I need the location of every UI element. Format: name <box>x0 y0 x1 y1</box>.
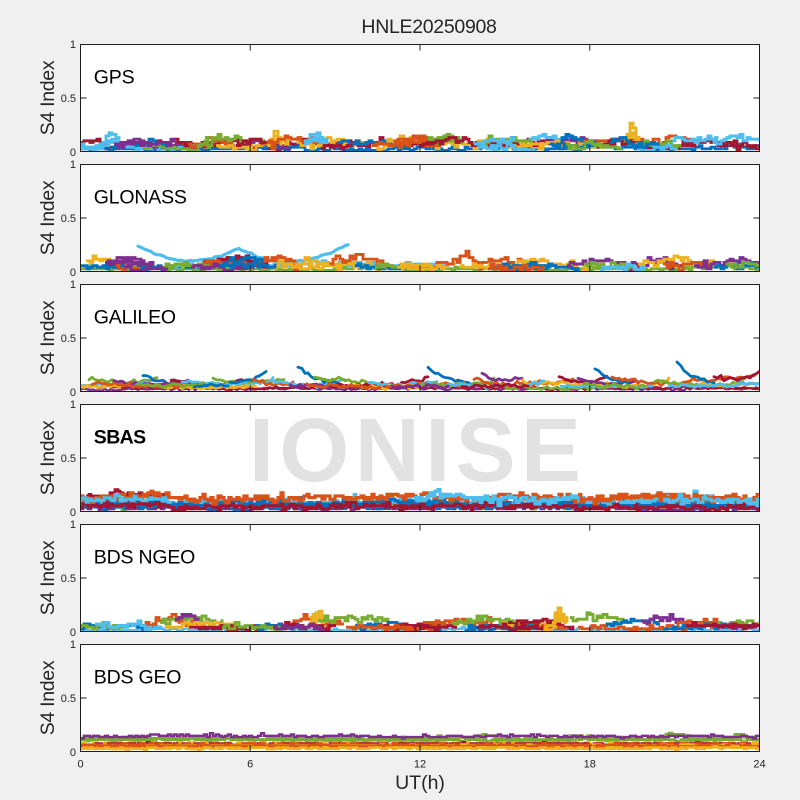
svg-text:HNLE20250908: HNLE20250908 <box>361 16 496 38</box>
svg-text:0: 0 <box>77 759 83 771</box>
svg-text:0.5: 0.5 <box>61 693 76 705</box>
svg-text:0.5: 0.5 <box>61 573 76 585</box>
svg-text:18: 18 <box>584 759 596 771</box>
svg-text:0.5: 0.5 <box>61 93 76 105</box>
svg-text:0: 0 <box>70 507 76 519</box>
svg-text:0: 0 <box>70 747 76 759</box>
svg-text:SBAS: SBAS <box>94 426 146 448</box>
svg-text:0: 0 <box>70 267 76 279</box>
svg-text:24: 24 <box>753 759 765 771</box>
svg-text:S4 Index: S4 Index <box>37 60 59 135</box>
svg-text:GPS: GPS <box>94 66 135 88</box>
svg-text:1: 1 <box>70 639 76 651</box>
svg-text:0: 0 <box>70 147 76 159</box>
svg-text:1: 1 <box>70 519 76 531</box>
svg-text:1: 1 <box>70 399 76 411</box>
svg-text:0.5: 0.5 <box>61 213 76 225</box>
svg-text:S4 Index: S4 Index <box>37 180 59 255</box>
svg-text:1: 1 <box>70 39 76 51</box>
svg-text:IONISE: IONISE <box>249 401 586 501</box>
svg-text:S4 Index: S4 Index <box>37 660 59 735</box>
svg-text:1: 1 <box>70 159 76 171</box>
svg-text:S4 Index: S4 Index <box>37 420 59 495</box>
svg-text:GALILEO: GALILEO <box>94 306 176 328</box>
svg-text:0.5: 0.5 <box>61 453 76 465</box>
svg-text:1: 1 <box>70 279 76 291</box>
svg-text:S4 Index: S4 Index <box>37 540 59 615</box>
svg-text:0: 0 <box>70 387 76 399</box>
svg-text:BDS GEO: BDS GEO <box>94 666 181 688</box>
svg-text:BDS NGEO: BDS NGEO <box>94 546 195 568</box>
svg-text:0.5: 0.5 <box>61 333 76 345</box>
svg-text:0: 0 <box>70 627 76 639</box>
svg-text:UT(h): UT(h) <box>395 772 445 794</box>
svg-text:GLONASS: GLONASS <box>94 186 187 208</box>
svg-text:12: 12 <box>414 759 426 771</box>
svg-text:S4 Index: S4 Index <box>37 300 59 375</box>
svg-text:6: 6 <box>247 759 253 771</box>
